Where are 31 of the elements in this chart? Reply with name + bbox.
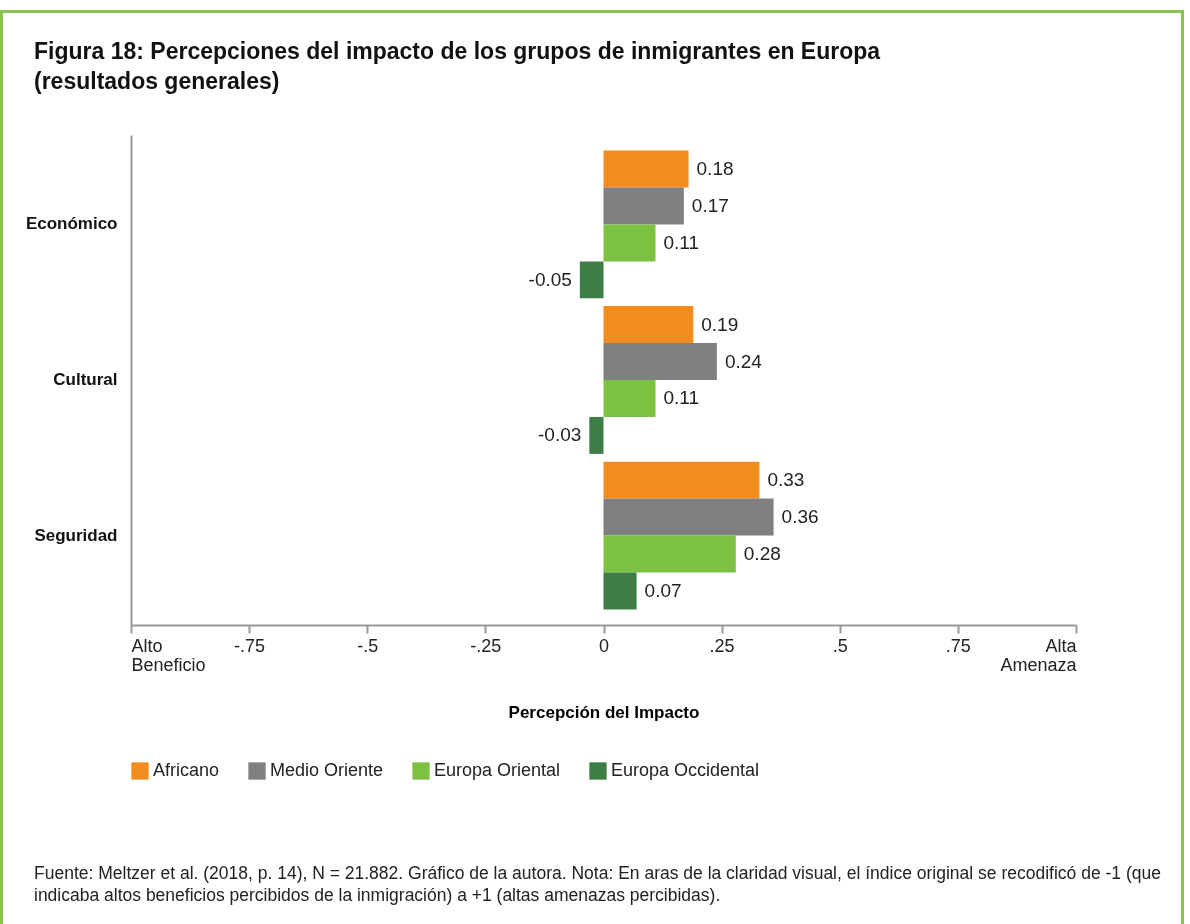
- data-label: 0.17: [691, 194, 729, 216]
- x-axis-title: Percepción del Impacto: [508, 702, 700, 722]
- data-label: 0.11: [663, 387, 700, 409]
- data-label: 0.36: [781, 506, 819, 528]
- x-tick-label: -.75: [234, 635, 266, 656]
- legend-label: Europa Oriental: [434, 760, 561, 780]
- x-tick-label: -.5: [357, 635, 379, 656]
- x-tick-label: -.25: [470, 635, 502, 656]
- data-label: 0.19: [701, 313, 739, 335]
- data-label: 0.07: [644, 579, 682, 601]
- data-label: 0.11: [663, 231, 700, 253]
- chart-title: Figura 18: Percepciones del impacto de los grupos de inmigrantes en Europa (resultados generales): [34, 37, 882, 96]
- x-tick-label: .5: [832, 635, 848, 656]
- data-label: -0.05: [528, 268, 572, 290]
- y-tick-label: Seguridad: [34, 525, 118, 545]
- x-tick-label: Alto Beneficio: [131, 635, 206, 675]
- x-tick-label: .75: [945, 635, 971, 656]
- data-label: -0.03: [538, 424, 582, 446]
- data-label: 0.33: [767, 469, 805, 491]
- data-label: 0.28: [743, 543, 781, 565]
- y-tick-label: Cultural: [53, 370, 118, 389]
- legend-label: Europa Occidental: [611, 760, 760, 780]
- data-label: 0.24: [724, 350, 763, 372]
- x-tick-label: Alta Amenaza: [1000, 635, 1078, 675]
- legend-label: Africano: [153, 760, 220, 780]
- data-label: 0.18: [696, 158, 734, 180]
- y-tick-label: Económico: [25, 214, 118, 234]
- legend-label: Medio Oriente: [270, 760, 384, 780]
- source-note: Fuente: Meltzer et al. (2018, p. 14), N = 21.882. Gráfico de la autora. Nota: En aras de la claridad visual, el índice original se recodificó de -1 (que indicaba altos beneficios percibidos de la inmigración) a +1 (altas amenazas percibidas).: [34, 862, 1162, 906]
- x-tick-label: .25: [709, 635, 735, 656]
- x-tick-label: 0: [598, 635, 610, 656]
